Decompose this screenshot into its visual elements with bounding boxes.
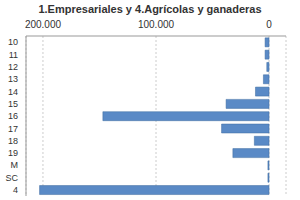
svg-text:15: 15 bbox=[8, 99, 18, 109]
html-text:1.Empresariales y 4.Agrícolas: 1.Empresariales y 4.Agrícolas y ganadera… bbox=[38, 3, 262, 15]
svg-text:12: 12 bbox=[8, 62, 18, 72]
svg-text:0: 0 bbox=[266, 19, 272, 30]
svg-text:SC: SC bbox=[8, 173, 18, 183]
svg-text:18: 18 bbox=[8, 136, 18, 146]
svg-text:17: 17 bbox=[8, 124, 18, 134]
svg-text:10: 10 bbox=[8, 37, 18, 47]
svg-text:11: 11 bbox=[9, 50, 18, 60]
svg-text:M: M bbox=[11, 160, 19, 170]
svg-text:16: 16 bbox=[8, 111, 18, 121]
svg-text:100.000: 100.000 bbox=[138, 19, 175, 30]
svg-text:4: 4 bbox=[13, 185, 18, 195]
svg-text:13: 13 bbox=[8, 74, 18, 84]
svg-text:200.000: 200.000 bbox=[25, 19, 62, 30]
svg-text:19: 19 bbox=[8, 148, 18, 158]
svg-text:14: 14 bbox=[8, 87, 18, 97]
